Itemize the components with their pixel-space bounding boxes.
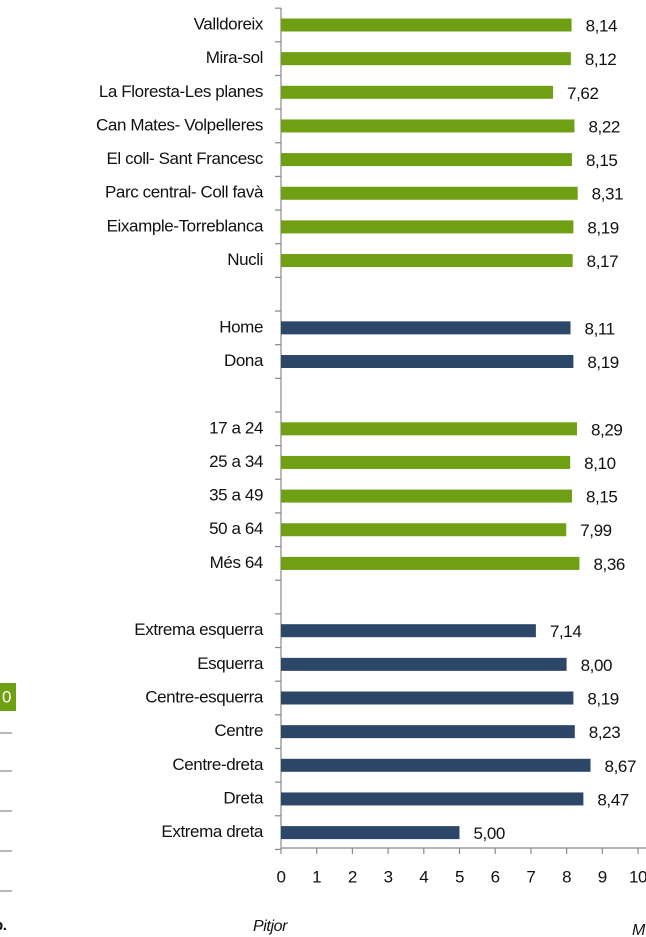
- y-tick-label: El coll- Sant Francesc: [106, 149, 263, 168]
- value-label: 7,62: [567, 84, 599, 103]
- bar: [281, 556, 580, 570]
- x-tick-label: 1: [312, 867, 321, 886]
- y-tick-label: 25 a 34: [209, 452, 263, 471]
- value-label: 5,00: [474, 824, 506, 843]
- x-tick-label: 8: [562, 867, 571, 886]
- y-tick-label: Eixample-Torreblanca: [107, 216, 264, 235]
- value-label: 8,19: [587, 353, 619, 372]
- y-tick-label: Centre-esquerra: [145, 687, 264, 706]
- value-label: 7,99: [580, 521, 612, 540]
- bar: [281, 725, 575, 739]
- bar: [281, 422, 577, 436]
- value-label: 8,17: [587, 252, 619, 271]
- bar: [281, 153, 572, 167]
- x-tick-label: 3: [384, 867, 393, 886]
- value-label: 8,15: [586, 488, 618, 507]
- y-tick-label: 17 a 24: [209, 418, 263, 437]
- bar: [281, 523, 567, 537]
- y-tick-label: Dona: [224, 351, 264, 370]
- axis-label: Pitjor: [253, 918, 288, 935]
- value-label: 8,23: [589, 723, 621, 742]
- bar: [281, 52, 571, 66]
- y-tick-label: Nucli: [227, 250, 263, 269]
- x-tick-label: 4: [419, 867, 428, 886]
- bar: [281, 758, 591, 772]
- bar: [281, 85, 554, 99]
- y-tick-label: Extrema dreta: [161, 822, 264, 841]
- x-tick-label: 7: [526, 867, 535, 886]
- y-tick-label: Home: [219, 317, 263, 336]
- fragment: 0: [2, 687, 11, 706]
- y-tick-label: Centre: [214, 721, 263, 740]
- bar: [281, 455, 571, 469]
- value-label: 8,47: [597, 790, 629, 809]
- value-label: 8,11: [585, 319, 615, 338]
- y-tick-label: 35 a 49: [209, 486, 263, 505]
- bar: [281, 489, 572, 503]
- bar: [281, 792, 584, 806]
- x-tick-label: 5: [455, 867, 464, 886]
- value-label: 8,22: [588, 117, 620, 136]
- fragment-box: [0, 683, 16, 711]
- value-label: 8,12: [585, 50, 617, 69]
- value-label: 8,19: [587, 689, 619, 708]
- bar: [281, 321, 571, 335]
- x-tick-label: 9: [598, 867, 607, 886]
- bar: [281, 624, 536, 638]
- x-tick-label: 6: [491, 867, 500, 886]
- value-label: 8,15: [586, 151, 618, 170]
- y-tick-label: Centre-dreta: [172, 755, 264, 774]
- value-label: 8,00: [581, 656, 613, 675]
- value-label: 8,29: [591, 420, 623, 439]
- y-tick-label: Mira-sol: [206, 48, 263, 67]
- bar: [281, 355, 574, 368]
- value-label: 7,14: [550, 622, 582, 641]
- bar: [281, 186, 578, 200]
- bar: [281, 18, 572, 32]
- bar: [281, 220, 574, 234]
- bar: [281, 826, 460, 840]
- y-tick-label: Més 64: [210, 553, 263, 572]
- x-tick-label: 10: [629, 867, 646, 886]
- axis-label: M: [632, 922, 646, 937]
- value-label: 8,19: [587, 218, 619, 237]
- value-label: 8,67: [605, 757, 637, 776]
- y-tick-label: Extrema esquerra: [134, 620, 264, 639]
- bar: [281, 119, 575, 133]
- y-tick-label: Parc central- Coll favà: [105, 183, 264, 202]
- x-tick-label: 0: [276, 867, 285, 886]
- fragment: p.: [0, 917, 7, 934]
- y-tick-label: 50 a 64: [209, 519, 263, 538]
- y-tick-label: Esquerra: [197, 654, 264, 673]
- bar: [281, 254, 573, 268]
- value-label: 8,36: [593, 555, 625, 574]
- value-label: 8,14: [586, 16, 618, 35]
- bar: [281, 657, 567, 671]
- x-tick-label: 2: [348, 867, 357, 886]
- y-tick-label: Valldoreix: [194, 14, 264, 33]
- y-tick-label: La Floresta-Les planes: [99, 82, 263, 101]
- y-tick-label: Can Mates- Volpelleres: [96, 115, 263, 134]
- bar: [281, 691, 574, 705]
- value-label: 8,31: [592, 185, 624, 204]
- y-tick-label: Dreta: [223, 788, 264, 807]
- value-label: 8,10: [584, 454, 616, 473]
